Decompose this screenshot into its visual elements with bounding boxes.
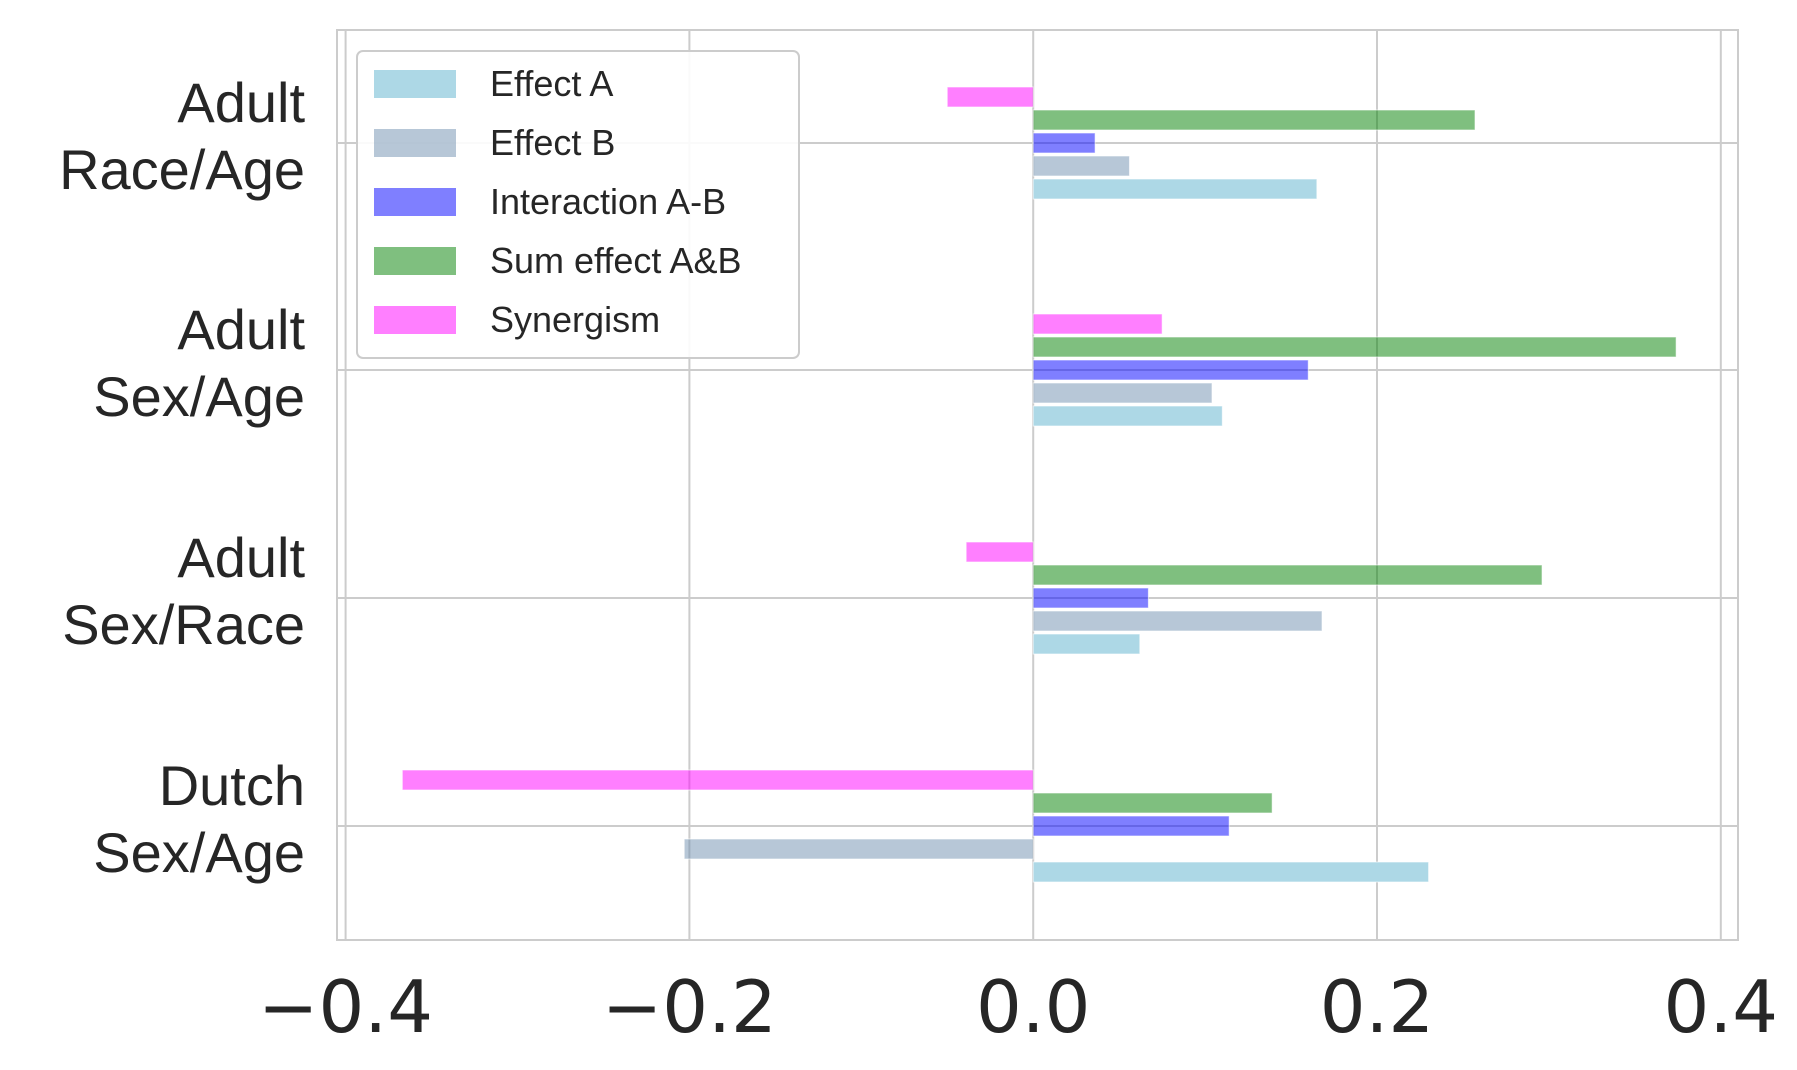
x-tick-label: 0.0 [976,965,1091,1049]
bar-group [401,86,1677,883]
plot-frame [336,29,1739,941]
bar-effect-a [1032,633,1141,655]
bar-interaction-a-b [1032,359,1309,381]
bar-interaction-a-b [1032,815,1230,837]
bar-sum-effect-a-b [1032,336,1677,358]
legend-label: Effect B [490,122,615,163]
y-category-label: Race/Age [59,138,305,201]
y-category-label: Sex/Race [62,593,305,656]
legend-box [356,50,800,359]
legend-swatch [374,306,456,334]
bar-effect-b [1032,610,1323,632]
bar-effect-a [1032,861,1430,883]
legend: Effect A Effect B Interaction A-B Sum effec… [356,50,800,359]
x-tick-label: 0.4 [1664,965,1779,1049]
legend-swatch [374,188,456,216]
x-tick-label: −0.2 [602,965,777,1049]
bar-effect-a [1032,405,1223,427]
bar-synergism [965,541,1034,563]
bar-sum-effect-a-b [1032,792,1273,814]
bar-interaction-a-b [1032,587,1149,609]
bar-effect-a [1032,178,1318,200]
y-category-label: Dutch [159,754,305,817]
legend-swatch [374,70,456,98]
y-category-label: Sex/Age [93,365,305,428]
bar-effect-b [683,838,1034,860]
bar-sum-effect-a-b [1032,564,1543,586]
legend-swatch [374,247,456,275]
bar-synergism [1032,313,1163,335]
y-category-label: Sex/Age [93,821,305,884]
x-tick-label: −0.4 [258,965,433,1049]
bar-effect-b [1032,155,1130,177]
x-axis-tick-labels: −0.4 −0.2 0.0 0.2 0.4 [258,965,1778,1049]
bar-synergism [946,86,1034,108]
x-tick-label: 0.2 [1320,965,1435,1049]
bar-interaction-a-b [1032,132,1096,154]
bar-sum-effect-a-b [1032,109,1476,131]
y-axis-labels: AdultRace/AgeAdultSex/AgeAdultSex/RaceDu… [59,71,305,884]
legend-label: Interaction A-B [490,181,726,222]
bar-synergism [401,769,1034,791]
y-category-label: Adult [177,526,305,589]
y-category-label: Adult [177,298,305,361]
legend-swatch [374,129,456,157]
legend-label: Effect A [490,63,613,104]
legend-label: Synergism [490,299,660,340]
y-category-label: Adult [177,71,305,134]
legend-label: Sum effect A&B [490,240,741,281]
bar-effect-b [1032,382,1213,404]
